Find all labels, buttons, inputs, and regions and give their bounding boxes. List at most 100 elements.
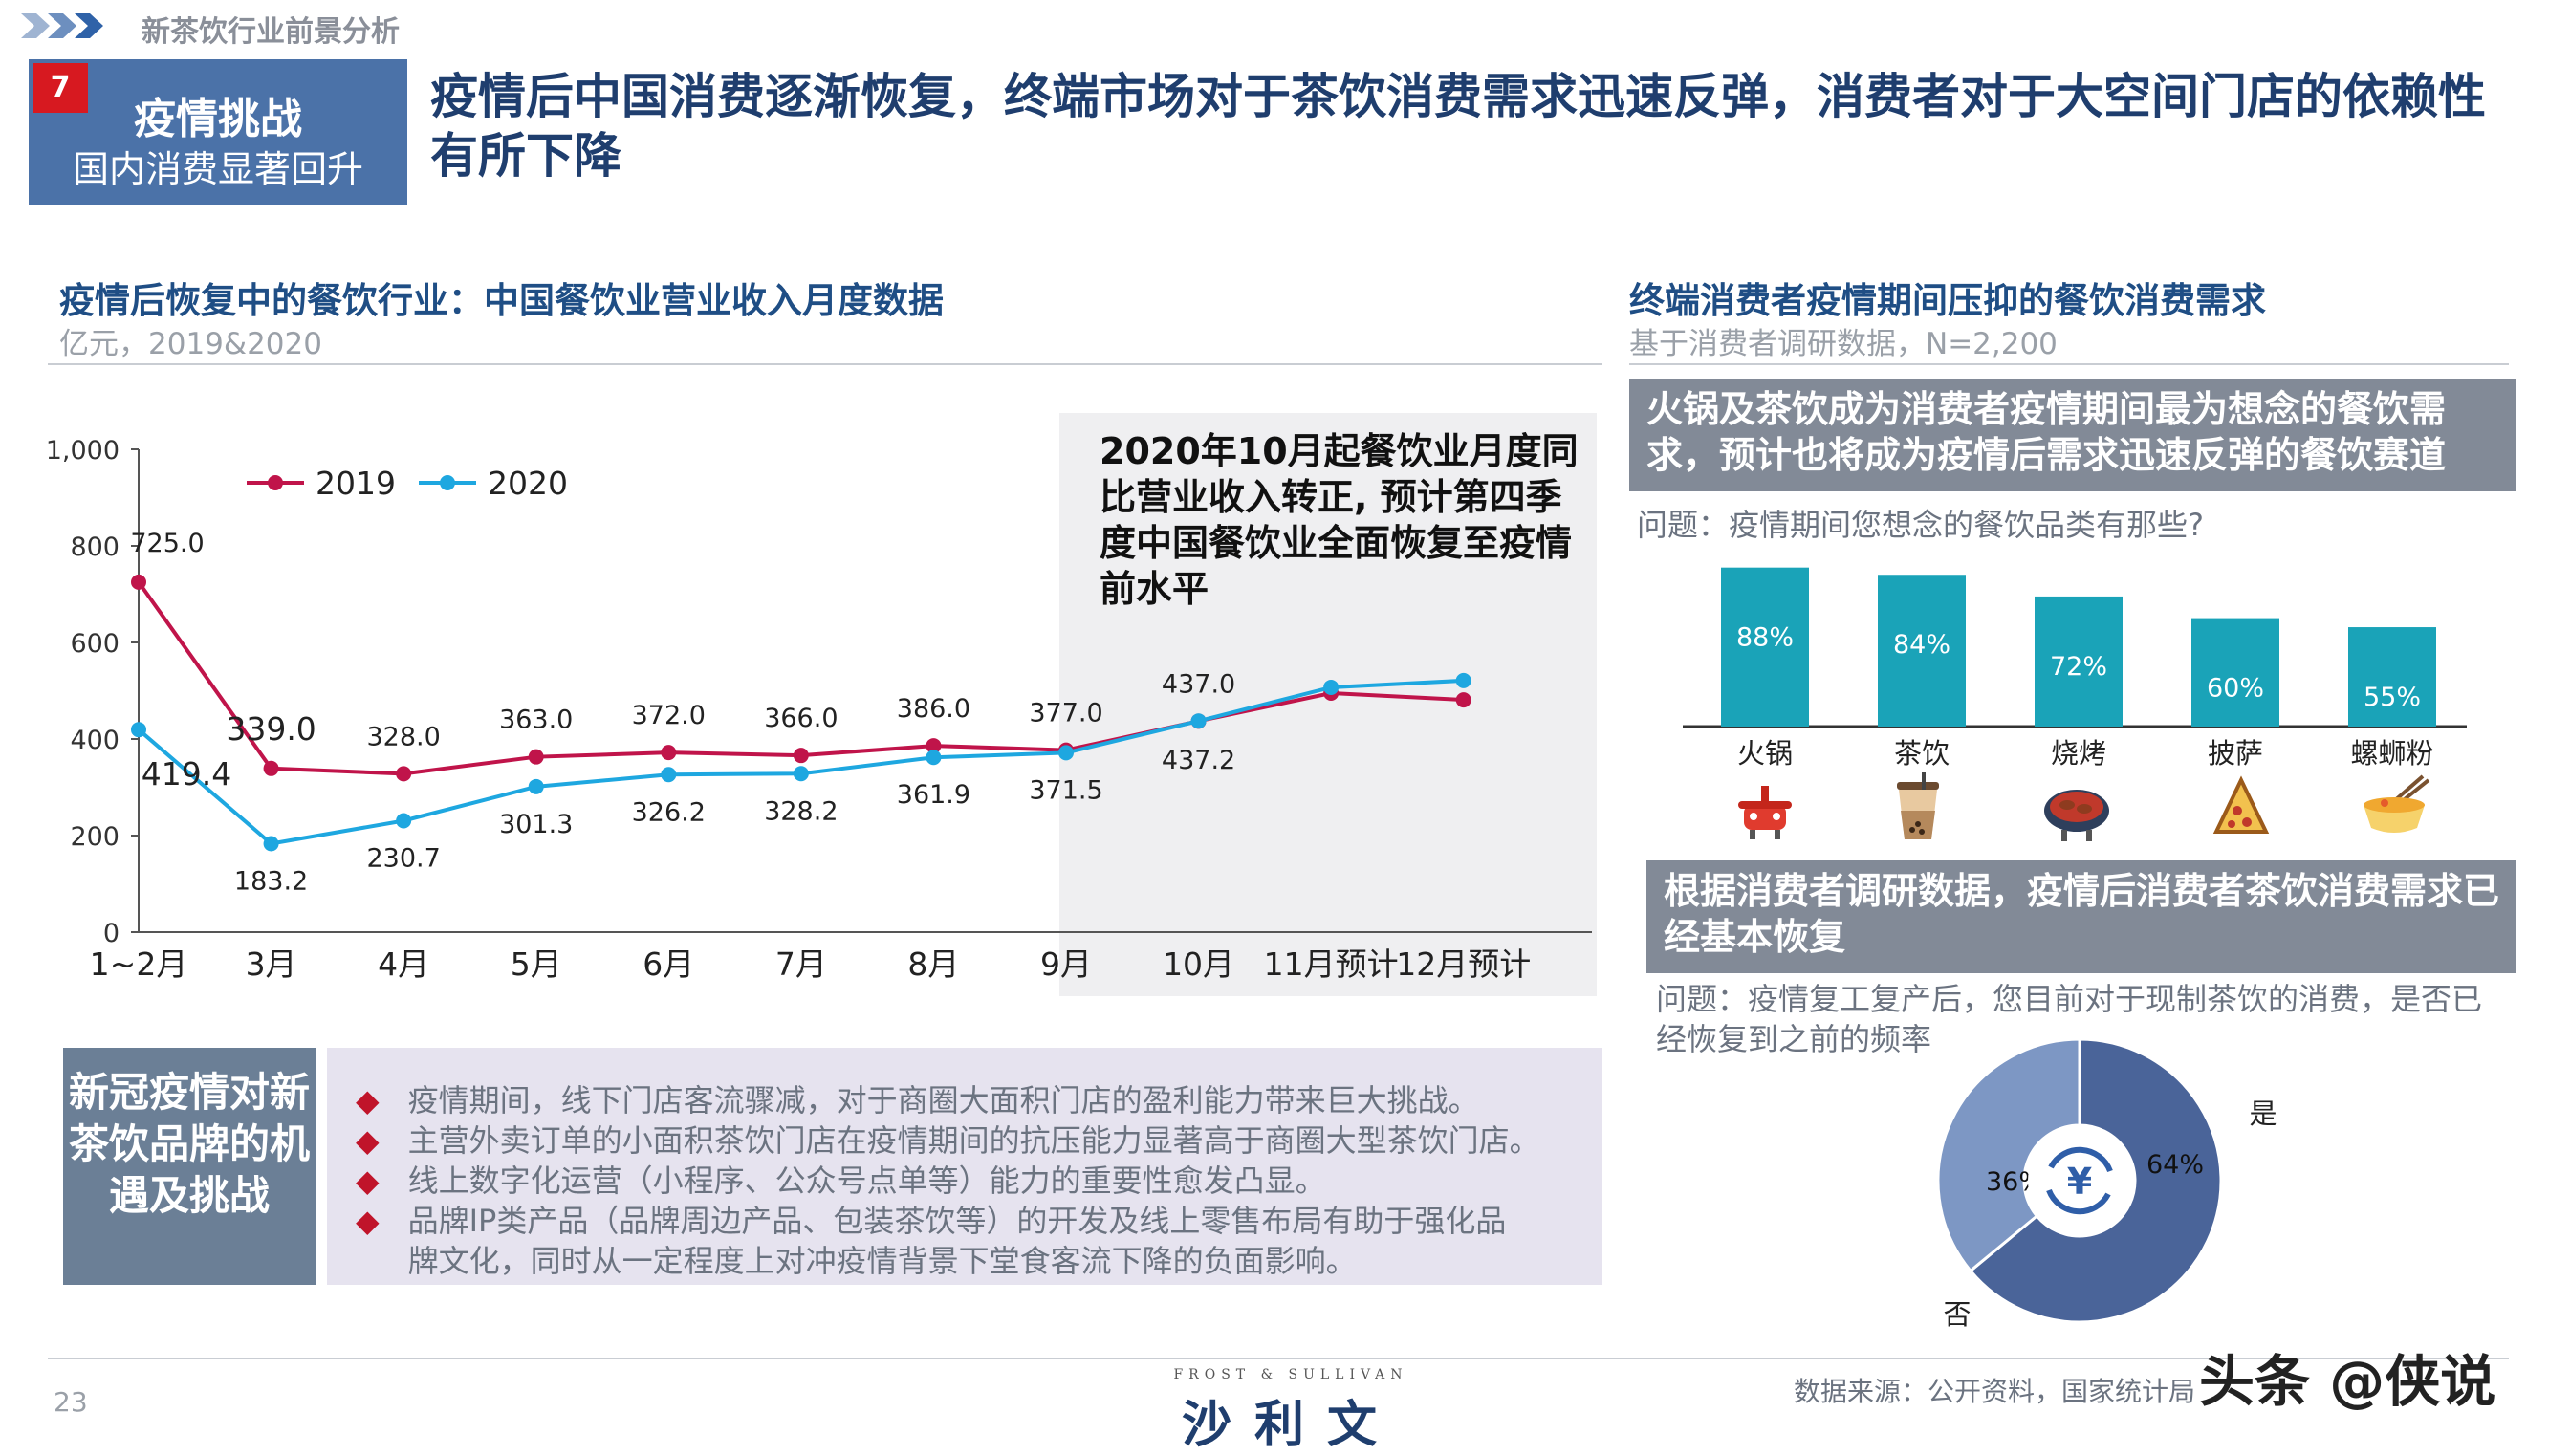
- bar-category-label: 茶饮: [1894, 737, 1950, 770]
- line-chart: 0 200 400 600 800 1,000 1~2月 3月 4月 5月 6月 7月 8月 9月 10月 1…: [46, 436, 1592, 983]
- data-label-2019: 328.0: [366, 722, 440, 751]
- right-panel-subtitle: 基于消费者调研数据，N=2,200: [1629, 327, 2058, 361]
- data-point-2020: [793, 766, 809, 782]
- forecast-note-box: [1059, 413, 1597, 996]
- data-label-2020: 371.5: [1029, 775, 1102, 805]
- y-tick-label: 1,000: [46, 436, 120, 466]
- section-subtitle: 国内消费显著回升: [72, 148, 363, 190]
- legend-marker-2020: [440, 475, 455, 490]
- data-label-2020: 361.9: [897, 780, 970, 810]
- data-point-2019: [661, 745, 677, 761]
- x-tick-label: 7月: [775, 945, 827, 983]
- line-chart-title: 疫情后恢复中的餐饮行业：中国餐饮业营业收入月度数据: [59, 280, 944, 321]
- data-label-2019: 363.0: [499, 706, 573, 735]
- hotpot-icon: [1738, 786, 1792, 839]
- impact-bullet: ◆ 品牌IP类产品（品牌周边产品、包装茶饮等）的开发及线上零售布局有助于强化品: [356, 1203, 1507, 1239]
- x-tick-label: 9月: [1040, 945, 1092, 983]
- data-label-2020: 328.2: [764, 796, 838, 826]
- bar: [2348, 627, 2436, 727]
- pie-slice: [1968, 1037, 2223, 1324]
- impact-bullets-box: [327, 1048, 1602, 1285]
- data-point-2020: [926, 750, 942, 766]
- data-point-2019: [131, 574, 146, 590]
- data-point-2019: [793, 748, 809, 764]
- bar-value-label: 55%: [2364, 683, 2421, 712]
- section-title: 疫情挑战: [134, 95, 302, 143]
- divider: [48, 363, 1602, 365]
- data-point-2020: [661, 767, 677, 783]
- pie-chart: 64%36%是否¥: [1936, 1037, 2277, 1331]
- line-chart-unit: 亿元，2019&2020: [59, 327, 322, 361]
- bar: [1878, 575, 1966, 727]
- bar: [2035, 596, 2123, 727]
- data-label-2020: 437.2: [1162, 746, 1235, 775]
- data-label-2019: 339.0: [226, 710, 316, 748]
- data-label-2019: 437.0: [1162, 669, 1235, 699]
- x-tick-label: 6月: [643, 945, 694, 983]
- right-panel-title: 终端消费者疫情期间压抑的餐饮消费需求: [1629, 280, 2266, 321]
- callout-1: 火锅及茶饮成为消费者疫情期间最为想念的餐饮需求，预计也将成为疫情后需求迅速反弹的…: [1629, 379, 2516, 491]
- data-label-2019: 725.0: [130, 529, 204, 558]
- x-tick-label: 1~2月: [90, 945, 188, 983]
- bar: [2191, 618, 2279, 727]
- question-1: 问题：疫情期间您想念的餐饮品类有那些?: [1637, 507, 2204, 543]
- bar-category-label: 螺蛳粉: [2350, 737, 2433, 770]
- pizza-icon: [2212, 775, 2270, 834]
- section-number-badge: 7: [33, 63, 88, 113]
- data-point-2019: [1455, 692, 1471, 708]
- data-point-2019: [528, 749, 544, 765]
- bar-category-label: 披萨: [2208, 737, 2263, 770]
- impact-bullet: ◆ 主营外卖订单的小面积茶饮门店在疫情期间的抗压能力显著高于商圈大型茶饮门店。: [356, 1122, 1540, 1159]
- impact-title-box: 新冠疫情对新茶饮品牌的机遇及挑战: [63, 1048, 316, 1285]
- impact-bullet: ◆ 线上数字化运营（小程序、公众号点单等）能力的重要性愈发凸显。: [356, 1163, 1326, 1199]
- bar-category-label: 火锅: [1737, 737, 1793, 770]
- forecast-note: 2020年10月起餐饮业月度同比营业收入转正, 预计第四季度中国餐饮业全面恢复至…: [1100, 430, 1579, 610]
- x-tick-label: 4月: [378, 945, 429, 983]
- bar-value-label: 84%: [1893, 630, 1950, 660]
- data-label-2019: 366.0: [764, 704, 838, 733]
- data-label-2020: 183.2: [234, 866, 308, 896]
- bar-value-label: 88%: [1736, 623, 1794, 653]
- milk-tea-icon: [1897, 772, 1939, 839]
- y-tick-label: 200: [70, 822, 120, 852]
- pie-value-label: 64%: [2146, 1150, 2204, 1180]
- page-headline: 疫情后中国消费逐渐恢复，终端市场对于茶饮消费需求迅速反弹，消费者对于大空间门店的…: [430, 69, 2486, 184]
- data-label-2019: 386.0: [897, 694, 970, 724]
- data-point-2019: [263, 760, 279, 776]
- bbq-icon: [2044, 790, 2109, 841]
- brand-logo: 沙利文: [1181, 1397, 1400, 1454]
- brand-wordmark-small: FROST & SULLIVAN: [1173, 1367, 1408, 1382]
- data-point-2020: [1190, 713, 1207, 729]
- x-tick-label: 3月: [246, 945, 297, 983]
- bar: [1721, 567, 1809, 727]
- x-tick-label: 10月: [1163, 945, 1234, 983]
- chevron-arrows-icon: [21, 13, 103, 38]
- section-box: [29, 59, 407, 205]
- yuan-refresh-icon: [2028, 1129, 2131, 1232]
- data-point-2020: [1323, 679, 1340, 695]
- footer-divider: [48, 1358, 2509, 1359]
- watermark: 头条 @侠说: [2199, 1349, 2496, 1414]
- data-point-2020: [396, 813, 412, 829]
- y-tick-label: 400: [70, 726, 120, 755]
- bar-chart: 88% 火锅 84% 茶饮 72% 烧烤 60% 披萨 55% 螺蛳粉: [1683, 567, 2467, 770]
- callout-2: 根据消费者调研数据，疫情后消费者茶饮消费需求已经基本恢复: [1646, 860, 2516, 973]
- x-tick-label: 5月: [511, 945, 562, 983]
- pie-slice: [1936, 1037, 2081, 1273]
- x-tick-label: 11月预计: [1264, 945, 1399, 983]
- yuan-refresh-icon: [2048, 1146, 2113, 1173]
- data-label-2020: 419.4: [142, 755, 231, 793]
- data-label-2019: 377.0: [1029, 699, 1102, 728]
- topbar-title: 新茶饮行业前景分析: [142, 15, 400, 49]
- pie-category-label: 是: [2249, 1097, 2277, 1130]
- data-point-2020: [131, 722, 146, 738]
- x-tick-label: 8月: [907, 945, 959, 983]
- data-label-2019: 372.0: [632, 701, 706, 730]
- impact-bullet-continuation: ◆牌文化，同时从一定程度上对冲疫情背景下堂食客流下降的负面影响。: [407, 1243, 1357, 1279]
- legend-label-2020: 2020: [488, 465, 568, 502]
- data-point-2020: [528, 778, 544, 794]
- data-point-2020: [1455, 672, 1471, 688]
- x-tick-label: 12月预计: [1396, 945, 1531, 983]
- yuan-refresh-icon: ¥: [2067, 1161, 2092, 1203]
- legend-label-2019: 2019: [316, 465, 396, 502]
